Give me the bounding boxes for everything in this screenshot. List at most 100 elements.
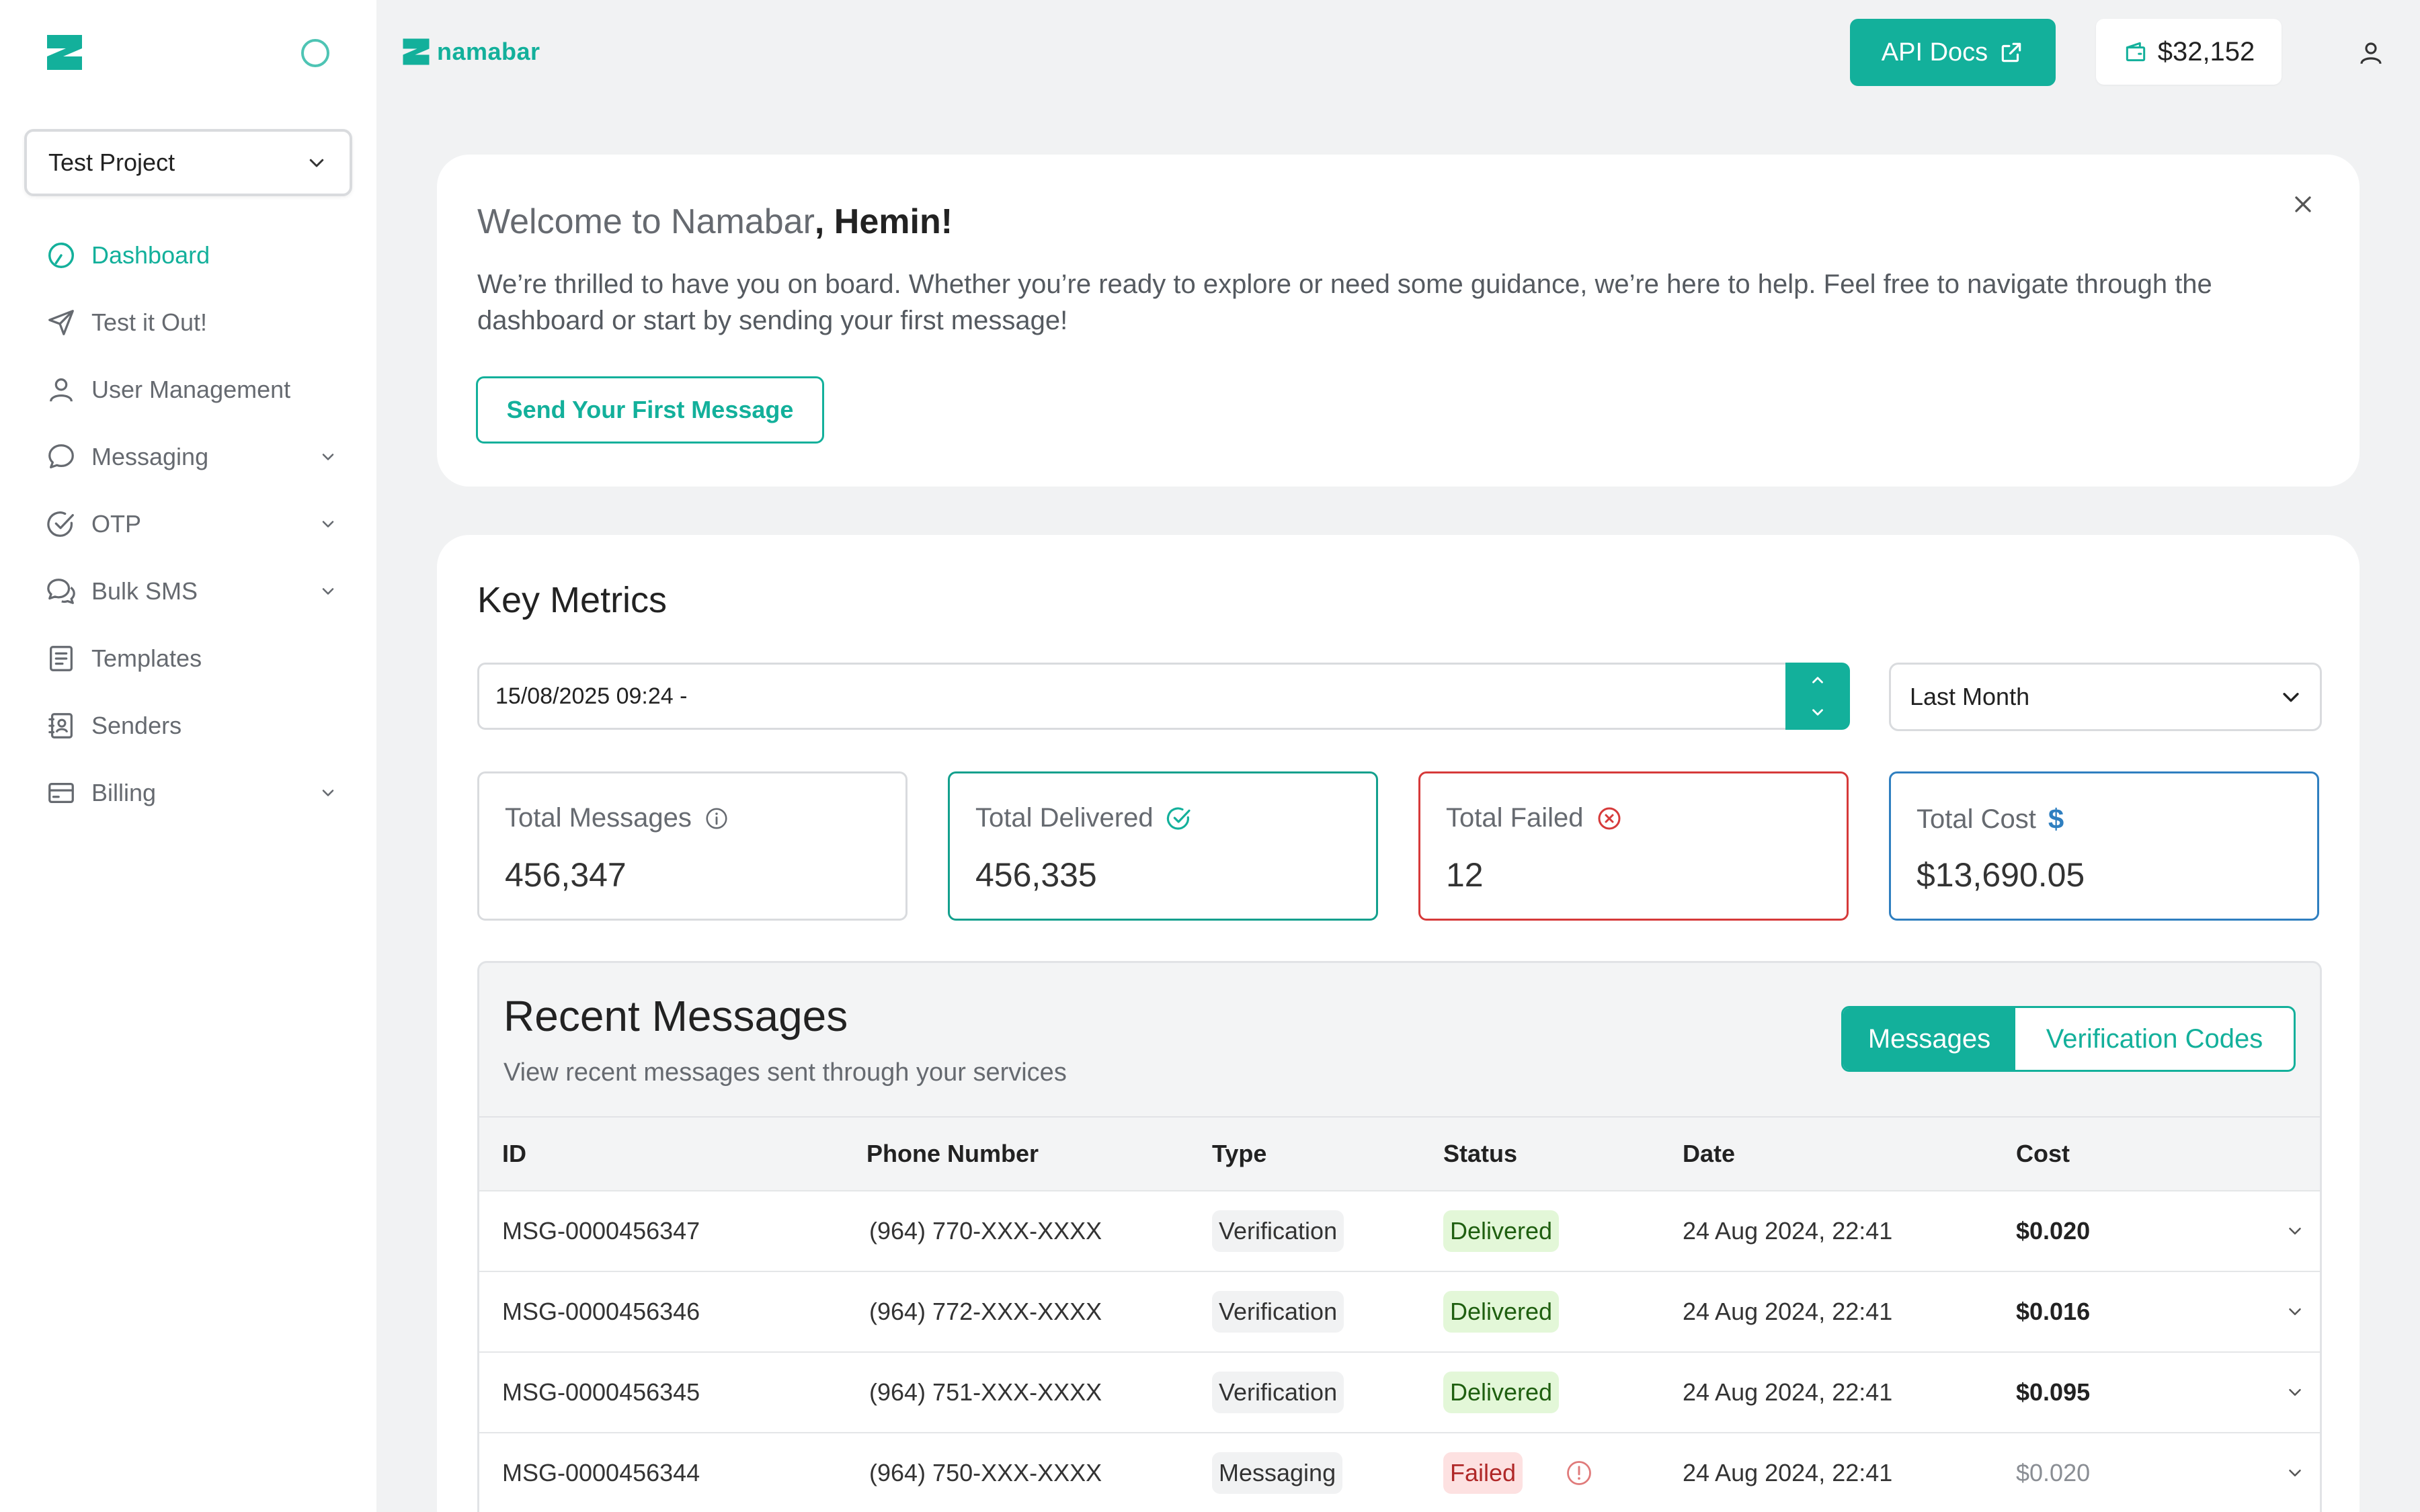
sidebar-item-messaging[interactable]: Messaging — [0, 423, 376, 491]
column-header-status[interactable]: Status — [1443, 1140, 1518, 1167]
sidebar-item-user-management[interactable]: User Management — [0, 356, 376, 423]
tab-messages[interactable]: Messages — [1843, 1008, 2015, 1070]
welcome-title: Welcome to Namabar, Hemin! — [477, 202, 953, 242]
column-header-phone[interactable]: Phone Number — [866, 1140, 1039, 1167]
expand-chevron-icon[interactable] — [2285, 1302, 2305, 1322]
message-cost: $0.020 — [2016, 1459, 2091, 1486]
stat-label: Total Messages — [505, 803, 692, 833]
chevron-down-icon — [322, 588, 334, 595]
brand-logo-icon — [403, 38, 430, 65]
expand-chevron-icon[interactable] — [2285, 1382, 2305, 1402]
user-profile-icon[interactable] — [2357, 39, 2385, 67]
sidebar-item-otp[interactable]: OTP — [0, 491, 376, 558]
contact-card-icon — [48, 713, 73, 739]
chat-bubbles-icon — [47, 579, 75, 604]
column-header-type[interactable]: Type — [1212, 1140, 1267, 1167]
wallet-icon — [2126, 42, 2145, 62]
chevron-down-icon[interactable] — [1809, 704, 1826, 721]
api-docs-label: API Docs — [1881, 38, 1988, 67]
wallet-balance-value: $32,152 — [2157, 36, 2255, 67]
wallet-balance[interactable]: $32,152 — [2096, 19, 2282, 85]
table-row[interactable]: MSG-0000456345 (964) 751-XXX-XXXX Verifi… — [479, 1351, 2320, 1432]
phone-number: (964) 750-XXX-XXXX — [869, 1459, 1102, 1486]
sidebar-nav: Dashboard Test it Out! User Management M… — [0, 222, 376, 827]
message-date: 24 Aug 2024, 22:41 — [1683, 1298, 1893, 1325]
stat-value: $13,690.05 — [1917, 856, 2085, 894]
column-header-id[interactable]: ID — [502, 1140, 526, 1167]
table-row[interactable]: MSG-0000456344 (964) 750-XXX-XXXX Messag… — [479, 1432, 2320, 1512]
sidebar-item-billing[interactable]: Billing — [0, 759, 376, 827]
sidebar: Test Project Dashboard Test it Out! User… — [0, 0, 376, 1512]
table-row[interactable]: MSG-0000456347 (964) 770-XXX-XXXX Verifi… — [479, 1190, 2320, 1271]
message-cost: $0.095 — [2016, 1378, 2091, 1406]
project-selector-value: Test Project — [48, 149, 175, 176]
expand-chevron-icon[interactable] — [2285, 1221, 2305, 1241]
stat-label: Total Delivered — [975, 803, 1154, 833]
sidebar-item-label: Dashboard — [91, 241, 210, 269]
credit-card-icon — [48, 782, 74, 804]
info-icon[interactable] — [704, 806, 729, 831]
table-row[interactable]: MSG-0000456346 (964) 772-XXX-XXXX Verifi… — [479, 1271, 2320, 1351]
recent-messages-title: Recent Messages — [503, 992, 848, 1040]
sidebar-item-label: Bulk SMS — [91, 577, 198, 605]
sidebar-item-bulk-sms[interactable]: Bulk SMS — [0, 558, 376, 625]
phone-number: (964) 770-XXX-XXXX — [869, 1217, 1102, 1245]
project-selector[interactable]: Test Project — [24, 129, 352, 196]
expand-chevron-icon[interactable] — [2285, 1463, 2305, 1483]
sidebar-item-dashboard[interactable]: Dashboard — [0, 222, 376, 289]
type-badge: Messaging — [1212, 1452, 1343, 1494]
stat-total-messages: Total Messages 456,347 — [477, 771, 908, 921]
sidebar-item-label: Billing — [91, 779, 157, 806]
phone-number: (964) 751-XXX-XXXX — [869, 1378, 1102, 1406]
message-id: MSG-0000456346 — [502, 1298, 700, 1325]
dashboard-icon — [48, 243, 74, 268]
stat-label-row: Total Messages — [505, 803, 729, 833]
message-date: 24 Aug 2024, 22:41 — [1683, 1459, 1893, 1486]
message-date: 24 Aug 2024, 22:41 — [1683, 1378, 1893, 1406]
error-info-icon[interactable] — [1564, 1458, 1594, 1488]
brand-name: namabar — [437, 38, 540, 65]
dollar-icon: $ — [2048, 803, 2064, 835]
sidebar-collapse-toggle[interactable] — [301, 39, 329, 67]
messages-tab-toggle: Messages Verification Codes — [1841, 1006, 2296, 1072]
stat-total-cost: Total Cost $ $13,690.05 — [1889, 771, 2319, 921]
date-range-input[interactable]: 15/08/2025 09:24 - — [477, 663, 1791, 730]
stat-value: 456,347 — [505, 856, 627, 894]
status-badge: Delivered — [1443, 1291, 1560, 1333]
check-circle-icon — [47, 511, 74, 537]
tab-verification-codes[interactable]: Verification Codes — [2046, 1023, 2263, 1054]
document-icon — [50, 646, 73, 671]
chevron-up-icon[interactable] — [1809, 671, 1826, 689]
brand[interactable]: namabar — [402, 38, 540, 66]
app-logo-icon[interactable] — [46, 34, 83, 71]
status-badge: Delivered — [1443, 1372, 1560, 1413]
period-select[interactable]: Last Month — [1889, 663, 2322, 731]
stat-label: Total Cost — [1917, 804, 2036, 834]
sidebar-item-label: Templates — [91, 644, 202, 672]
stat-value: 12 — [1446, 856, 1484, 894]
message-id: MSG-0000456347 — [502, 1217, 700, 1245]
sidebar-item-templates[interactable]: Templates — [0, 625, 376, 692]
sidebar-item-senders[interactable]: Senders — [0, 692, 376, 759]
sidebar-item-test-it-out[interactable]: Test it Out! — [0, 289, 376, 356]
message-id: MSG-0000456344 — [502, 1459, 700, 1486]
date-stepper[interactable] — [1785, 663, 1850, 730]
chevron-down-icon — [2283, 693, 2299, 702]
close-icon[interactable] — [2290, 191, 2316, 218]
send-icon — [48, 310, 74, 335]
message-id: MSG-0000456345 — [502, 1378, 700, 1406]
phone-number: (964) 772-XXX-XXXX — [869, 1298, 1102, 1325]
api-docs-button[interactable]: API Docs — [1850, 19, 2056, 86]
welcome-title-prefix: Welcome to Namabar — [477, 202, 815, 241]
sidebar-item-label: Test it Out! — [91, 308, 208, 336]
welcome-card: Welcome to Namabar, Hemin! We’re thrille… — [437, 155, 2360, 487]
column-header-date[interactable]: Date — [1683, 1140, 1736, 1167]
chevron-down-icon — [309, 159, 324, 167]
column-header-cost[interactable]: Cost — [2016, 1140, 2070, 1167]
send-first-message-button[interactable]: Send Your First Message — [476, 376, 824, 444]
chevron-down-icon — [322, 454, 334, 460]
sidebar-item-label: User Management — [91, 376, 291, 403]
key-metrics-card: Key Metrics 15/08/2025 09:24 - Last Mont… — [437, 535, 2360, 1512]
stat-total-delivered: Total Delivered 456,335 — [948, 771, 1378, 921]
sidebar-item-label: Messaging — [91, 443, 209, 470]
